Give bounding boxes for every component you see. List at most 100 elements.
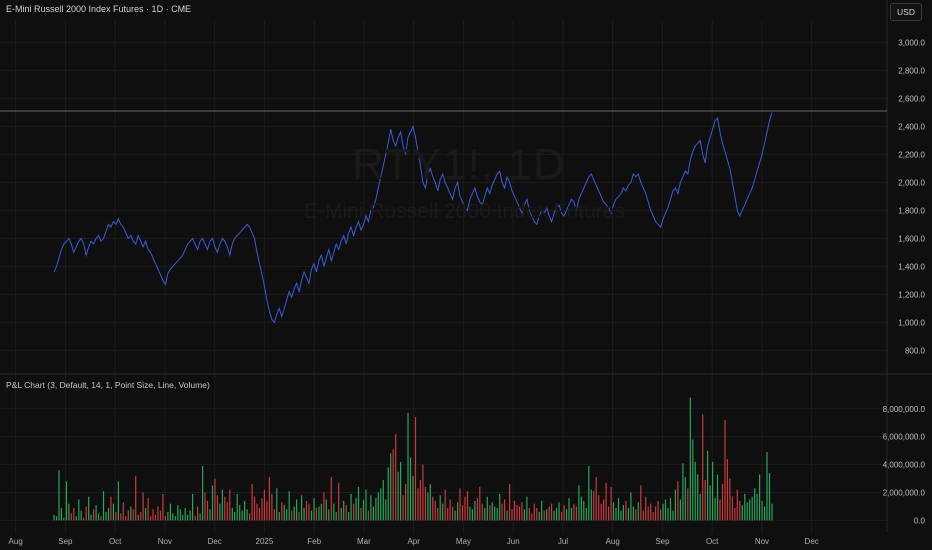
volume-bar (684, 477, 686, 521)
volume-bar (268, 477, 270, 521)
time-tick-label: Jun (507, 537, 520, 546)
volume-bar (506, 510, 508, 521)
volume-bar (523, 509, 525, 521)
volume-bar (164, 516, 166, 521)
volume-bar (256, 503, 258, 521)
volume-bar (367, 510, 369, 521)
volume-bar (68, 503, 70, 521)
volume-bar (486, 496, 488, 521)
volume-bar (761, 500, 763, 521)
volume-bar (184, 507, 186, 521)
volume-bar (588, 466, 590, 521)
volume-bar (110, 496, 112, 521)
volume-bar (283, 505, 285, 521)
volume-bar (211, 485, 214, 521)
volume-bar (58, 470, 60, 521)
volume-bar (251, 484, 253, 521)
volume-bar (375, 498, 377, 521)
price-tick-label: 1,400.0 (898, 262, 925, 271)
volume-bar (499, 493, 501, 521)
volume-bar (414, 417, 417, 521)
volume-bar (694, 461, 696, 521)
time-tick-label: Sep (655, 537, 670, 546)
volume-bar (580, 496, 582, 521)
volume-bar (236, 493, 238, 521)
volume-bar (660, 509, 662, 521)
volume-bar (310, 510, 313, 521)
volume-bar (689, 397, 691, 521)
volume-bar (122, 502, 124, 521)
volume-bar (320, 503, 322, 521)
volume-bar (746, 502, 748, 521)
price-tick-label: 1,000.0 (898, 318, 925, 327)
volume-bar (417, 488, 419, 521)
volume-bar (553, 510, 555, 521)
volume-bar (353, 503, 355, 521)
volume-bar (338, 482, 340, 521)
volume-bar (271, 493, 273, 521)
volume-bar (543, 510, 545, 521)
volume-bar (328, 509, 330, 521)
volume-bar (221, 489, 223, 521)
volume-bar (541, 500, 543, 521)
volume-bar (377, 492, 379, 521)
volume-bar (83, 517, 85, 521)
volume-bar (273, 509, 275, 521)
volume-bar (370, 495, 372, 521)
volume-bar (395, 433, 397, 521)
volume-bar (642, 510, 644, 521)
volume-bar (102, 491, 105, 521)
volume-bar (444, 489, 446, 521)
volume-bar (442, 503, 444, 521)
volume-bar (449, 499, 451, 521)
volume-bar (150, 516, 152, 521)
volume-bar (726, 459, 728, 521)
volume-bar (570, 507, 573, 521)
currency-button[interactable]: USD (890, 3, 922, 21)
volume-bar (595, 477, 597, 521)
volume-bar (78, 499, 80, 521)
volume-bar (533, 503, 535, 521)
volume-bar (536, 507, 538, 521)
price-tick-label: 800.0 (905, 346, 926, 355)
volume-bars (53, 397, 773, 521)
time-tick-label: Aug (606, 537, 620, 546)
volume-bar (179, 509, 181, 521)
volume-bar (630, 492, 632, 521)
volume-bar (610, 486, 612, 521)
time-tick-label: Jul (558, 537, 568, 546)
volume-bar (578, 485, 580, 521)
volume-bar (127, 510, 129, 521)
volume-bar (266, 500, 268, 521)
time-tick-label: Apr (407, 537, 420, 546)
price-tick-label: 1,200.0 (898, 290, 925, 299)
volume-bar (214, 478, 216, 521)
volume-bar (600, 503, 602, 521)
volume-bar (278, 512, 280, 521)
volume-bar (392, 449, 394, 521)
volume-bar (343, 500, 345, 521)
volume-bar (224, 496, 226, 521)
time-tick-label: Nov (158, 537, 172, 546)
volume-tick-label: 4,000,000.0 (883, 461, 926, 470)
time-tick-label: May (456, 537, 471, 546)
volume-bar (674, 489, 676, 521)
volume-bar (491, 502, 493, 521)
price-tick-label: 2,200.0 (898, 150, 925, 159)
volume-bar (385, 499, 387, 521)
volume-bar (115, 512, 117, 521)
price-line (53, 112, 773, 324)
price-tick-label: 2,800.0 (898, 66, 925, 75)
volume-tick-label: 2,000,000.0 (883, 489, 926, 498)
volume-bar (764, 506, 766, 521)
volume-bar (253, 496, 256, 521)
volume-bar (568, 498, 570, 521)
price-tick-label: 3,000.0 (898, 38, 925, 47)
volume-bar (132, 509, 134, 521)
volume-bar (513, 500, 516, 521)
volume-bar (380, 488, 382, 521)
volume-bar (741, 505, 743, 521)
volume-bar (169, 503, 171, 521)
indicator-label[interactable]: P&L Chart (3, Default, 14, 1, Point Size… (6, 380, 210, 390)
